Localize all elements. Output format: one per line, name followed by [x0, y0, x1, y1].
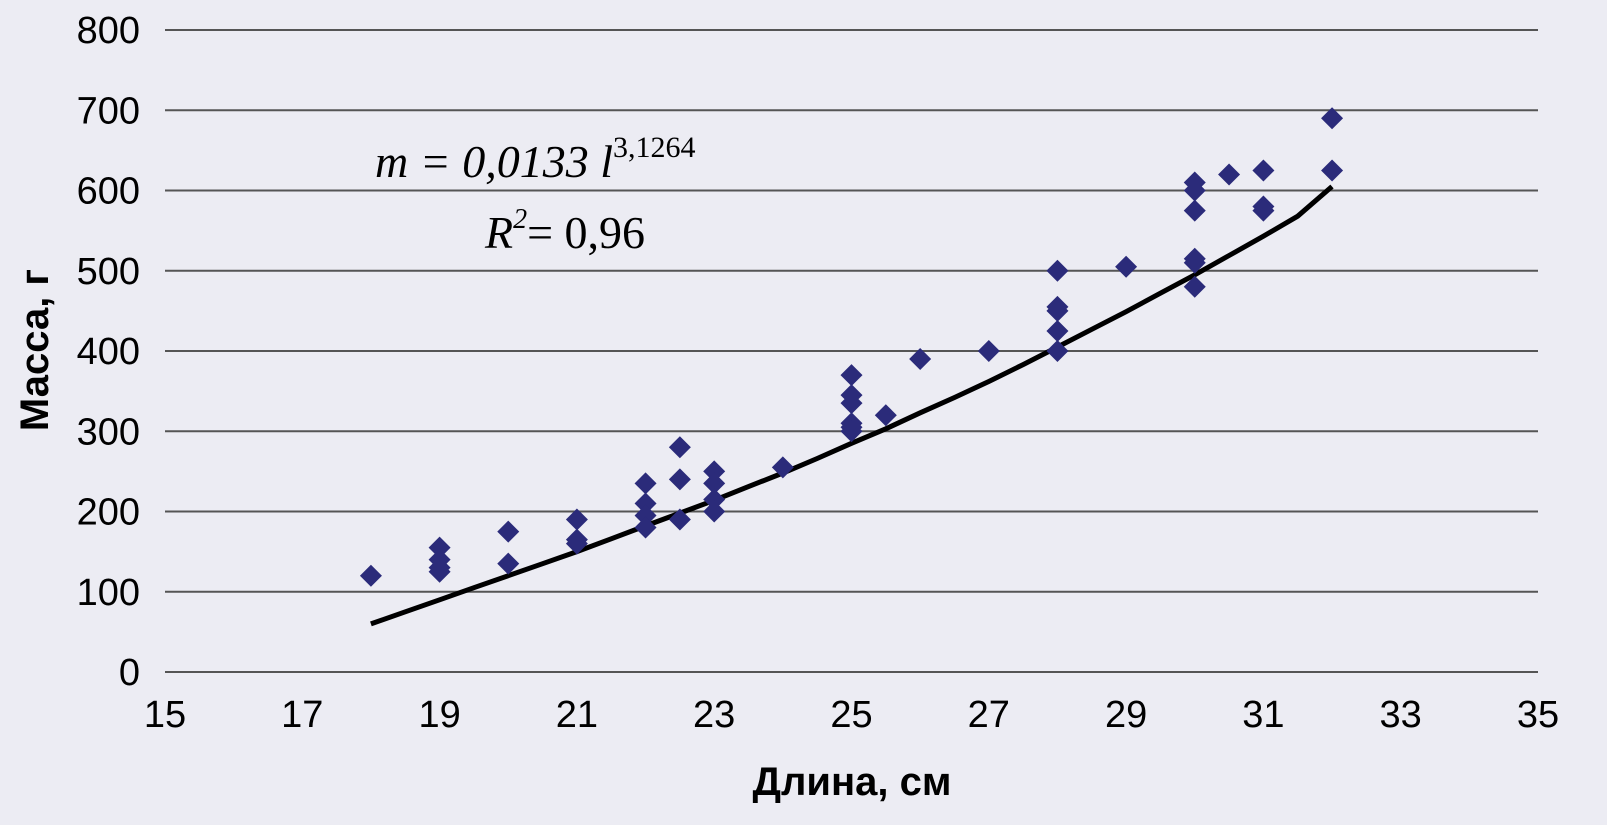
data-point — [668, 508, 691, 531]
y-tick-label: 500 — [77, 251, 140, 293]
y-axis-title: Масса, г — [13, 269, 57, 431]
data-point — [497, 552, 520, 575]
y-tick-label: 100 — [77, 572, 140, 614]
data-point — [634, 516, 657, 539]
x-tick-label: 17 — [281, 694, 323, 736]
data-point — [1252, 199, 1275, 222]
data-point — [428, 560, 451, 583]
x-tick-label: 33 — [1380, 694, 1422, 736]
y-tick-label: 0 — [119, 652, 140, 694]
data-point — [634, 492, 657, 515]
data-point — [668, 436, 691, 459]
data-point — [1218, 163, 1241, 186]
r2-value: = 0,96 — [527, 207, 645, 258]
data-point — [634, 504, 657, 527]
y-tick-label: 600 — [77, 171, 140, 213]
data-point — [703, 488, 726, 511]
data-point — [428, 536, 451, 559]
data-point — [1183, 275, 1206, 298]
data-point — [840, 364, 863, 387]
data-points — [359, 107, 1344, 587]
data-point — [1046, 259, 1069, 282]
data-point — [565, 532, 588, 555]
x-tick-label: 25 — [830, 694, 872, 736]
y-tick-label: 200 — [77, 492, 140, 534]
data-point — [1183, 251, 1206, 274]
equation-exponent: 3,1264 — [613, 131, 696, 164]
equation-main: m = 0,0133 l — [375, 136, 613, 187]
trend-line — [370, 184, 1334, 627]
data-point — [1046, 340, 1069, 362]
data-point — [634, 472, 657, 495]
x-tick-label: 29 — [1105, 694, 1147, 736]
data-point — [703, 500, 726, 523]
y-tick-label: 400 — [77, 331, 140, 373]
data-point — [874, 404, 897, 427]
data-point — [840, 392, 863, 415]
data-point — [1321, 159, 1344, 182]
data-point — [1046, 299, 1069, 322]
equation-annotation: m = 0,0133 l3,1264 — [375, 131, 696, 187]
data-point — [977, 340, 1000, 362]
data-point — [1321, 107, 1344, 130]
data-point — [1183, 199, 1206, 222]
data-point — [565, 508, 588, 531]
data-point — [703, 460, 726, 483]
y-tick-label: 700 — [77, 90, 140, 132]
y-tick-labels: 0 100 200 300 400 500 600 700 800 — [77, 10, 140, 694]
data-point — [1046, 319, 1069, 342]
x-tick-label: 27 — [968, 694, 1010, 736]
data-point — [703, 472, 726, 495]
data-point — [1252, 159, 1275, 182]
data-point — [359, 564, 382, 587]
data-point — [668, 468, 691, 491]
data-point — [840, 420, 863, 443]
r-squared-annotation: R2= 0,96 — [484, 204, 645, 258]
data-point — [1183, 179, 1206, 202]
x-tick-label: 19 — [418, 694, 460, 736]
x-tick-labels: 15 17 19 21 23 25 27 29 31 33 35 — [144, 694, 1559, 736]
data-point — [771, 456, 794, 479]
x-tick-label: 21 — [556, 694, 598, 736]
r2-exponent: 2 — [513, 204, 527, 235]
x-tick-label: 31 — [1242, 694, 1284, 736]
y-tick-label: 300 — [77, 411, 140, 453]
x-tick-label: 23 — [693, 694, 735, 736]
y-tick-label: 800 — [77, 10, 140, 52]
r2-prefix: R — [484, 207, 513, 258]
x-tick-label: 35 — [1517, 694, 1559, 736]
data-point — [909, 348, 932, 371]
data-point — [497, 520, 520, 543]
x-axis-title: Длина, см — [753, 760, 952, 804]
x-tick-label: 15 — [144, 694, 186, 736]
data-point — [1115, 255, 1138, 278]
